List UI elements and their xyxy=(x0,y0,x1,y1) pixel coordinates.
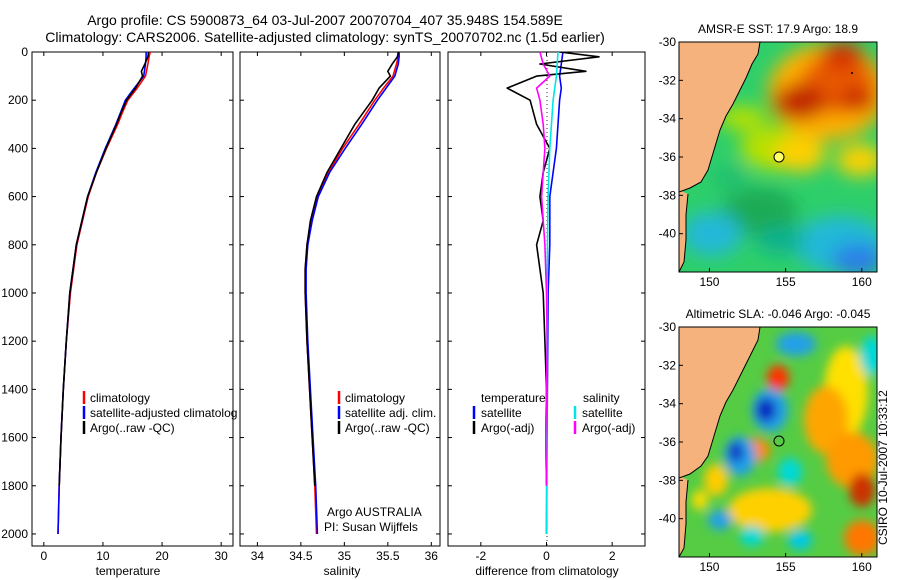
difference-xlabel: difference from climatology xyxy=(475,564,618,578)
chart-title-line1: Argo profile: CS 5900873_64 03-Jul-2007 … xyxy=(87,12,563,28)
map-x-tick-label: 155 xyxy=(776,275,796,289)
x-tick-label: 0 xyxy=(543,549,550,563)
temperature-legend: climatology satellite-adjusted climatolo… xyxy=(82,391,237,435)
depth-tick-label: 2000 xyxy=(1,527,28,541)
legend-satellite-adj-clim: satellite adj. clim. xyxy=(345,406,436,420)
legend-temp-argo: Argo(-adj) xyxy=(481,421,534,435)
sst-map xyxy=(679,42,877,272)
salinity-xlabel: salinity xyxy=(324,564,361,578)
series-line-salinity-argo-adj- xyxy=(535,52,551,486)
map-y-tick-label: -32 xyxy=(659,358,677,372)
depth-tick-label: 1600 xyxy=(1,431,28,445)
float-owner-label: Argo AUSTRALIA xyxy=(327,505,422,519)
legend-sal-satellite: satellite xyxy=(582,406,623,420)
depth-tick-label: 1000 xyxy=(1,286,28,300)
difference-series xyxy=(506,52,600,535)
map-x-tick-label: 150 xyxy=(699,275,719,289)
map-y-tick-label: -36 xyxy=(659,435,677,449)
map-y-tick-label: -32 xyxy=(659,73,677,87)
legend-argo: Argo(..raw -QC) xyxy=(345,421,430,435)
temperature-xlabel: temperature xyxy=(96,564,161,578)
map-x-tick-label: 160 xyxy=(852,560,872,574)
legend-header-temperature: temperature xyxy=(481,391,546,405)
pi-label: PI: Susan Wijffels xyxy=(324,520,418,534)
depth-tick-label: 800 xyxy=(8,238,28,252)
legend-satellite-adjusted: satellite-adjusted climatolog xyxy=(90,406,237,420)
x-tick-label: 34.5 xyxy=(289,549,313,563)
x-tick-label: 10 xyxy=(96,549,110,563)
map-y-tick-label: -38 xyxy=(659,188,677,202)
chart-title-line2: Climatology: CARS2006. Satellite-adjuste… xyxy=(45,29,605,45)
x-tick-label: 20 xyxy=(155,549,169,563)
timestamp-stamp: CSIRO 10-Jul-2007 10:33:12 xyxy=(876,390,890,545)
x-tick-label: 35.5 xyxy=(376,549,400,563)
sst-map-ticks: 150 155 160 -30 -32 -34 -36 -38 -40 xyxy=(659,35,872,289)
x-tick-label: 0 xyxy=(40,549,47,563)
profile-x-ticks: 0 10 20 30 34 34.5 35 35.5 36 -2 0 2 xyxy=(40,52,616,563)
sla-map-title: Altimetric SLA: -0.046 Argo: -0.045 xyxy=(686,307,871,321)
map-x-tick-label: 150 xyxy=(699,560,719,574)
map-x-tick-label: 155 xyxy=(776,560,796,574)
sla-map xyxy=(679,327,877,557)
depth-tick-label: 400 xyxy=(8,141,28,155)
legend-climatology: climatology xyxy=(90,391,150,405)
map-y-tick-label: -40 xyxy=(659,227,677,241)
depth-tick-label: 1800 xyxy=(1,479,28,493)
x-tick-label: 36 xyxy=(425,549,439,563)
depth-tick-label: 1400 xyxy=(1,382,28,396)
series-line-argo xyxy=(304,52,400,486)
sst-map-title: AMSR-E SST: 17.9 Argo: 18.9 xyxy=(698,22,858,36)
x-tick-label: 2 xyxy=(609,549,616,563)
x-tick-label: 35 xyxy=(338,549,352,563)
series-line-argo xyxy=(58,52,150,486)
sst-argo-marker xyxy=(773,151,785,163)
x-tick-label: 34 xyxy=(251,549,265,563)
sla-argo-marker xyxy=(773,435,785,447)
temperature-series xyxy=(57,52,151,535)
salinity-plot-frame xyxy=(239,51,441,547)
map-y-tick-label: -34 xyxy=(659,112,677,126)
map-y-tick-label: -38 xyxy=(659,473,677,487)
depth-tick-label: 600 xyxy=(8,190,28,204)
map-y-tick-label: -36 xyxy=(659,150,677,164)
map-y-tick-label: -30 xyxy=(659,35,677,49)
salinity-legend: climatology satellite adj. clim. Argo(..… xyxy=(337,391,436,435)
map-x-tick-label: 160 xyxy=(852,275,872,289)
legend-argo: Argo(..raw -QC) xyxy=(90,421,175,435)
depth-tick-label: 1200 xyxy=(1,334,28,348)
depth-axis-labels: 0 200 400 600 800 1000 1200 1400 1600 1800 2000 xyxy=(1,45,645,541)
map-y-tick-label: -40 xyxy=(659,512,677,526)
salinity-series xyxy=(304,52,400,535)
depth-tick-label: 0 xyxy=(21,45,28,59)
sla-map-ticks: 150 155 160 -30 -32 -34 -36 -38 -40 xyxy=(659,320,872,574)
x-tick-label: 30 xyxy=(214,549,228,563)
map-y-tick-label: -34 xyxy=(659,397,677,411)
difference-legend: temperature salinity satellite Argo(-adj… xyxy=(472,391,635,435)
temperature-plot-frame xyxy=(31,51,234,547)
legend-temp-satellite: satellite xyxy=(481,406,522,420)
x-tick-label: -2 xyxy=(475,549,486,563)
legend-header-salinity: salinity xyxy=(583,391,620,405)
map-y-tick-label: -30 xyxy=(659,320,677,334)
legend-sal-argo: Argo(-adj) xyxy=(582,421,635,435)
legend-climatology: climatology xyxy=(345,391,405,405)
depth-tick-label: 200 xyxy=(8,93,28,107)
